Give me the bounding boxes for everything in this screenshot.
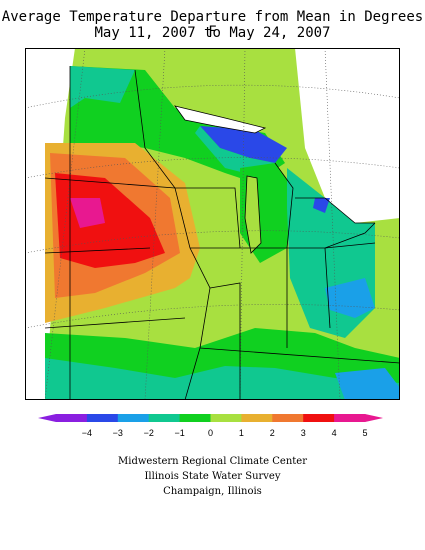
- legend-tick-label: −4: [82, 428, 92, 438]
- lake-michigan: [245, 176, 261, 253]
- legend-tick-label: −3: [113, 428, 123, 438]
- legend-swatch: [303, 414, 335, 422]
- credit-mrcc: Midwestern Regional Climate Center: [118, 456, 307, 467]
- legend-swatch: [241, 414, 273, 422]
- region-minus1-northwest: [70, 66, 135, 108]
- legend-swatch: [86, 414, 119, 422]
- legend-arrow-left: [38, 414, 56, 422]
- legend-arrow-right: [365, 414, 383, 422]
- legend-tick-label: −1: [174, 428, 184, 438]
- temperature-departure-map: [25, 48, 400, 400]
- region-minus2-ohio: [325, 278, 375, 318]
- legend-swatch: [56, 414, 88, 422]
- color-legend: −4 −3 −2 −1 0 1 2 3 4 5: [38, 414, 383, 438]
- legend-tick-label: 3: [301, 428, 306, 438]
- outside-upper-right: [295, 48, 400, 223]
- map-frame: [25, 48, 400, 400]
- lake-superior: [175, 106, 265, 133]
- legend-swatch: [334, 414, 366, 422]
- legend-swatch: [179, 414, 211, 422]
- region-plus5-south-dakota: [70, 198, 105, 228]
- legend-tick-label: 1: [239, 428, 244, 438]
- region-minus3-ontario: [313, 198, 330, 213]
- region-minus1-upper-peninsula: [195, 126, 275, 178]
- lake-shorelines: [174, 105, 376, 254]
- region-plus4-dakotas: [55, 173, 165, 268]
- region-minus1-south: [45, 358, 400, 400]
- graticule: [25, 48, 400, 400]
- legend-tick-label: 4: [332, 428, 337, 438]
- credit-isws: Illinois State Water Survey: [144, 471, 281, 482]
- region-minus2-southeast: [335, 368, 400, 400]
- legend-tick-label: 2: [270, 428, 275, 438]
- legend-tick-label: 5: [362, 428, 367, 438]
- legend-swatch: [210, 414, 242, 422]
- legend-tick-label: −2: [144, 428, 154, 438]
- map-title: Average Temperature Departure from Mean …: [1, 9, 424, 40]
- legend-tick-label: 0: [208, 428, 213, 438]
- state-boundaries: [44, 66, 400, 400]
- legend-swatch: [272, 414, 304, 422]
- legend-swatch: [117, 414, 150, 422]
- legend-swatch: [148, 414, 181, 422]
- credit-location: Champaign, Illinois: [163, 486, 262, 497]
- map-date-range: May 11, 2007 to May 24, 2007: [94, 25, 331, 41]
